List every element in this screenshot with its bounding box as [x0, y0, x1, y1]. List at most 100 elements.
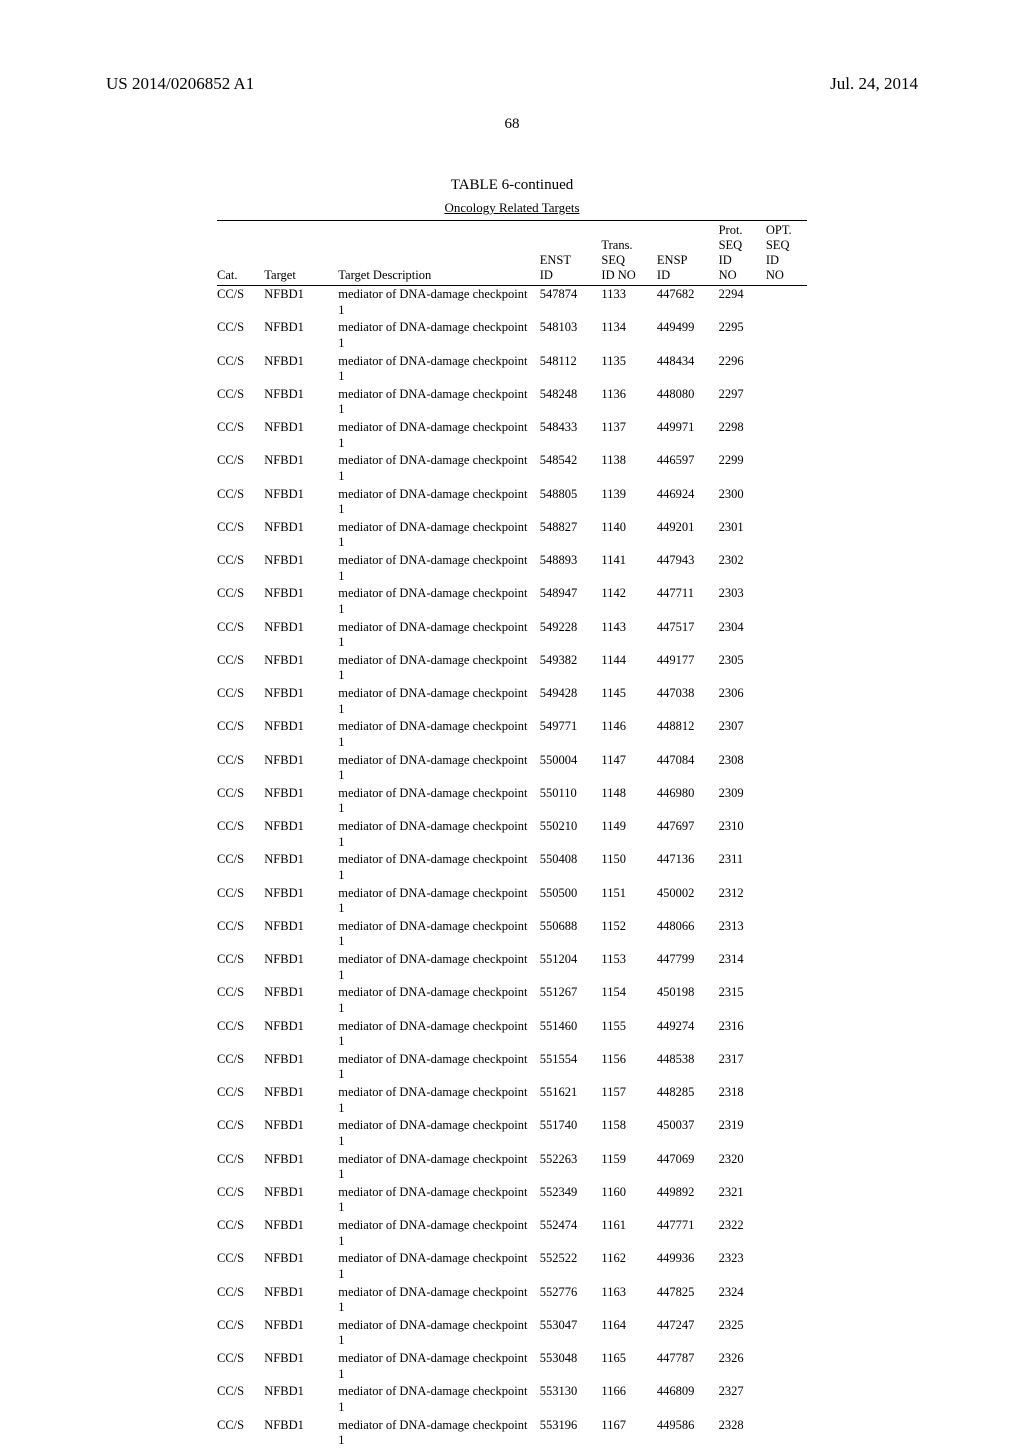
- table-header-row: Cat. Target Target Description ENSTID Tr…: [217, 221, 807, 286]
- cell-target: NFBD1: [264, 1383, 338, 1416]
- cell-trans: 1138: [601, 452, 657, 485]
- cell-trans: 1141: [601, 552, 657, 585]
- cell-prot: 2325: [719, 1317, 766, 1350]
- cell-opt: [766, 1217, 807, 1250]
- cell-opt: [766, 1417, 807, 1450]
- cell-desc: mediator of DNA-damage checkpoint 1: [338, 353, 539, 386]
- table-row: CC/SNFBD1mediator of DNA-damage checkpoi…: [217, 652, 807, 685]
- cell-cat: CC/S: [217, 486, 264, 519]
- table-row: CC/SNFBD1mediator of DNA-damage checkpoi…: [217, 1383, 807, 1416]
- cell-enst: 551740: [540, 1117, 602, 1150]
- cell-ensp: 449586: [657, 1417, 719, 1450]
- cell-ensp: 446980: [657, 785, 719, 818]
- cell-desc: mediator of DNA-damage checkpoint 1: [338, 1317, 539, 1350]
- table-subcaption: Oncology Related Targets: [217, 200, 807, 216]
- cell-prot: 2305: [719, 652, 766, 685]
- cell-target: NFBD1: [264, 286, 338, 320]
- cell-ensp: 447084: [657, 752, 719, 785]
- table-row: CC/SNFBD1mediator of DNA-damage checkpoi…: [217, 1018, 807, 1051]
- cell-target: NFBD1: [264, 785, 338, 818]
- cell-cat: CC/S: [217, 1417, 264, 1450]
- cell-target: NFBD1: [264, 319, 338, 352]
- cell-enst: 552776: [540, 1284, 602, 1317]
- cell-prot: 2313: [719, 918, 766, 951]
- cell-desc: mediator of DNA-damage checkpoint 1: [338, 452, 539, 485]
- table-row: CC/SNFBD1mediator of DNA-damage checkpoi…: [217, 1317, 807, 1350]
- table-row: CC/SNFBD1mediator of DNA-damage checkpoi…: [217, 1284, 807, 1317]
- cell-enst: 551621: [540, 1084, 602, 1117]
- cell-prot: 2322: [719, 1217, 766, 1250]
- cell-enst: 551554: [540, 1051, 602, 1084]
- table-row: CC/SNFBD1mediator of DNA-damage checkpoi…: [217, 552, 807, 585]
- cell-cat: CC/S: [217, 1383, 264, 1416]
- col-header-prot: Prot.SEQIDNO: [719, 221, 766, 286]
- cell-trans: 1146: [601, 718, 657, 751]
- cell-opt: [766, 685, 807, 718]
- table-row: CC/SNFBD1mediator of DNA-damage checkpoi…: [217, 619, 807, 652]
- cell-desc: mediator of DNA-damage checkpoint 1: [338, 319, 539, 352]
- cell-desc: mediator of DNA-damage checkpoint 1: [338, 818, 539, 851]
- cell-prot: 2299: [719, 452, 766, 485]
- cell-prot: 2312: [719, 885, 766, 918]
- table-row: CC/SNFBD1mediator of DNA-damage checkpoi…: [217, 818, 807, 851]
- cell-opt: [766, 984, 807, 1017]
- cell-cat: CC/S: [217, 785, 264, 818]
- cell-cat: CC/S: [217, 851, 264, 884]
- cell-opt: [766, 851, 807, 884]
- cell-opt: [766, 818, 807, 851]
- page-header: US 2014/0206852 A1 Jul. 24, 2014: [106, 74, 918, 94]
- cell-cat: CC/S: [217, 552, 264, 585]
- cell-target: NFBD1: [264, 1084, 338, 1117]
- col-header-trans: Trans.SEQID NO: [601, 221, 657, 286]
- cell-enst: 550004: [540, 752, 602, 785]
- cell-desc: mediator of DNA-damage checkpoint 1: [338, 1284, 539, 1317]
- cell-prot: 2314: [719, 951, 766, 984]
- cell-cat: CC/S: [217, 1051, 264, 1084]
- col-header-cat: Cat.: [217, 221, 264, 286]
- cell-trans: 1147: [601, 752, 657, 785]
- cell-target: NFBD1: [264, 851, 338, 884]
- cell-ensp: 447825: [657, 1284, 719, 1317]
- table-row: CC/SNFBD1mediator of DNA-damage checkpoi…: [217, 1151, 807, 1184]
- cell-opt: [766, 353, 807, 386]
- cell-cat: CC/S: [217, 619, 264, 652]
- cell-enst: 552349: [540, 1184, 602, 1217]
- cell-target: NFBD1: [264, 1250, 338, 1283]
- cell-ensp: 449177: [657, 652, 719, 685]
- cell-target: NFBD1: [264, 1350, 338, 1383]
- cell-opt: [766, 619, 807, 652]
- oncology-targets-table: Cat. Target Target Description ENSTID Tr…: [217, 220, 807, 1450]
- cell-desc: mediator of DNA-damage checkpoint 1: [338, 1250, 539, 1283]
- cell-trans: 1135: [601, 353, 657, 386]
- cell-enst: 548947: [540, 585, 602, 618]
- cell-enst: 548103: [540, 319, 602, 352]
- cell-opt: [766, 1184, 807, 1217]
- page-number: 68: [106, 116, 918, 133]
- cell-trans: 1133: [601, 286, 657, 320]
- cell-prot: 2320: [719, 1151, 766, 1184]
- cell-ensp: 448538: [657, 1051, 719, 1084]
- cell-prot: 2298: [719, 419, 766, 452]
- table-row: CC/SNFBD1mediator of DNA-damage checkpoi…: [217, 785, 807, 818]
- cell-trans: 1162: [601, 1250, 657, 1283]
- cell-opt: [766, 1284, 807, 1317]
- cell-desc: mediator of DNA-damage checkpoint 1: [338, 718, 539, 751]
- table-caption: TABLE 6-continued: [217, 177, 807, 194]
- cell-desc: mediator of DNA-damage checkpoint 1: [338, 1217, 539, 1250]
- cell-desc: mediator of DNA-damage checkpoint 1: [338, 918, 539, 951]
- cell-trans: 1159: [601, 1151, 657, 1184]
- cell-enst: 550408: [540, 851, 602, 884]
- cell-cat: CC/S: [217, 585, 264, 618]
- cell-desc: mediator of DNA-damage checkpoint 1: [338, 286, 539, 320]
- cell-prot: 2311: [719, 851, 766, 884]
- cell-enst: 548805: [540, 486, 602, 519]
- cell-cat: CC/S: [217, 1184, 264, 1217]
- table-row: CC/SNFBD1mediator of DNA-damage checkpoi…: [217, 1217, 807, 1250]
- cell-ensp: 447069: [657, 1151, 719, 1184]
- cell-enst: 548112: [540, 353, 602, 386]
- table-body: CC/SNFBD1mediator of DNA-damage checkpoi…: [217, 286, 807, 1450]
- cell-target: NFBD1: [264, 1317, 338, 1350]
- cell-desc: mediator of DNA-damage checkpoint 1: [338, 1084, 539, 1117]
- table-container: TABLE 6-continued Oncology Related Targe…: [217, 177, 807, 1450]
- cell-ensp: 446924: [657, 486, 719, 519]
